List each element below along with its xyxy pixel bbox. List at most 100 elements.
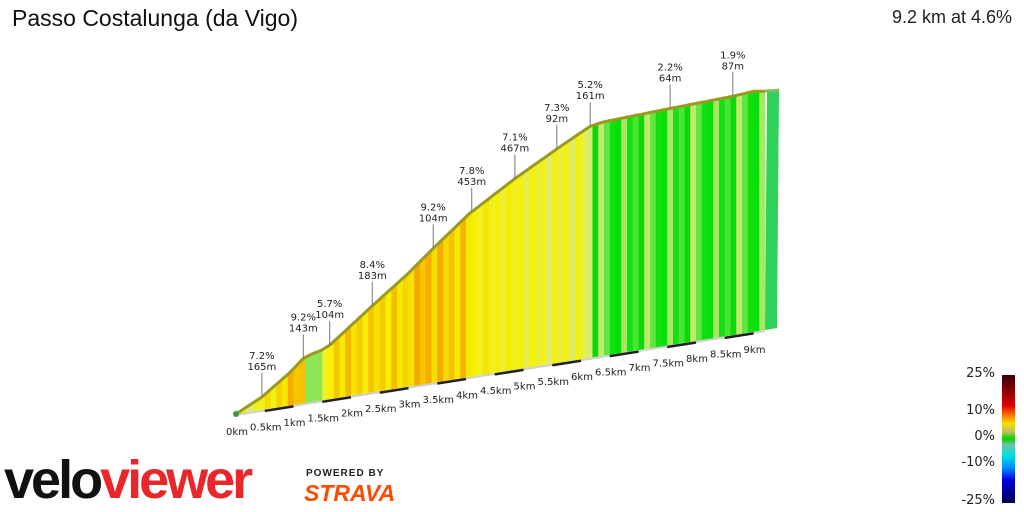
- profile-segment: [379, 293, 386, 392]
- profile-segment: [362, 309, 369, 394]
- profile-segment: [661, 109, 668, 347]
- x-tick-label: 3.5km: [423, 395, 454, 406]
- annotation-grade: 1.9%: [720, 50, 745, 61]
- profile-segment: [391, 283, 398, 390]
- profile-segment: [604, 120, 611, 356]
- x-tick-label: 7.5km: [653, 359, 684, 370]
- profile-segment: [310, 352, 317, 403]
- baseline-km-dash: [264, 405, 294, 413]
- strava-logo: STRAVA: [304, 480, 396, 506]
- profile-segment: [632, 114, 639, 352]
- profile-segment: [270, 384, 277, 409]
- baseline-km-dash: [437, 377, 467, 385]
- x-tick-label: 6km: [571, 372, 593, 383]
- annotation-grade: 5.2%: [577, 80, 602, 91]
- profile-segment: [494, 189, 501, 373]
- profile-segment: [627, 115, 634, 352]
- annotation-length: 104m: [315, 310, 344, 321]
- legend-label-25: 25%: [966, 366, 995, 381]
- profile-segment: [690, 103, 697, 342]
- x-tick-label: 0km: [226, 427, 248, 438]
- baseline-km-dash: [724, 332, 754, 340]
- gradient-color-scale: [1002, 375, 1015, 503]
- profile-segment: [736, 94, 743, 335]
- x-tick-label: 5km: [514, 381, 536, 392]
- x-tick-label: 5.5km: [538, 377, 569, 388]
- profile-segment: [678, 105, 685, 344]
- profile-segment: [414, 261, 421, 386]
- profile-segment: [569, 136, 576, 362]
- profile-segment: [615, 118, 622, 354]
- profile-segment: [759, 91, 766, 331]
- profile-segment: [684, 104, 691, 343]
- profile-end-face: [765, 90, 779, 331]
- baseline-km-dash: [494, 368, 524, 376]
- annotation-grade: 7.2%: [249, 351, 274, 362]
- annotation-grade: 7.3%: [544, 103, 569, 114]
- veloviewer-logo: veloviewer: [4, 450, 253, 510]
- annotation-grade: 5.7%: [317, 299, 342, 310]
- profile-segment: [466, 211, 473, 378]
- x-tick-label: 4km: [456, 390, 478, 401]
- profile-segment: [448, 227, 455, 381]
- profile-segment: [707, 100, 714, 340]
- profile-segment: [402, 273, 409, 388]
- profile-segment: [471, 207, 478, 377]
- x-tick-label: 9km: [744, 345, 766, 356]
- x-tick-label: 1km: [284, 418, 306, 429]
- profile-segment: [644, 112, 651, 350]
- profile-segment: [477, 202, 484, 376]
- profile-segment: [408, 267, 415, 387]
- profile-segment: [276, 379, 283, 408]
- profile-segment: [621, 117, 628, 353]
- profile-segment: [328, 341, 335, 400]
- profile-segment: [552, 148, 559, 364]
- profile-segment: [753, 91, 760, 332]
- profile-segment: [696, 102, 703, 341]
- profile-segment: [437, 238, 444, 383]
- profile-segment: [305, 354, 312, 404]
- profile-segment: [563, 140, 570, 362]
- profile-segment: [523, 168, 530, 369]
- profile-segment: [345, 325, 352, 397]
- start-marker: [233, 411, 239, 417]
- profile-segment: [454, 222, 461, 380]
- profile-segment: [598, 121, 605, 357]
- profile-segment: [558, 144, 565, 363]
- annotation-length: 165m: [247, 362, 276, 373]
- annotation-grade: 9.2%: [291, 312, 316, 323]
- profile-segment: [339, 330, 346, 398]
- logo-velo: velo: [4, 450, 103, 510]
- profile-segment: [397, 278, 404, 389]
- annotation-grade: 7.1%: [502, 133, 527, 144]
- profile-segment: [460, 216, 467, 379]
- profile-segment: [368, 304, 375, 394]
- profile-segment: [638, 113, 645, 351]
- profile-segment: [540, 156, 547, 366]
- profile-segment: [546, 152, 553, 365]
- profile-segment: [483, 198, 490, 375]
- profile-segment: [322, 346, 329, 401]
- annotation-length: 92m: [546, 114, 568, 125]
- annotation-grade: 8.4%: [360, 260, 385, 271]
- profile-segment: [431, 244, 438, 383]
- profile-segment: [719, 97, 726, 338]
- profile-segment: [592, 123, 599, 358]
- annotation-length: 64m: [659, 73, 681, 84]
- profile-top-line: [235, 89, 765, 416]
- profile-segment: [282, 374, 289, 407]
- profile-segment: [374, 299, 381, 393]
- profile-segment: [701, 101, 708, 341]
- legend-label-neg10: -10%: [961, 455, 995, 470]
- x-tick-label: 2.5km: [365, 404, 396, 415]
- profile-segment: [650, 111, 657, 349]
- profile-segment: [713, 98, 720, 339]
- profile-segment: [742, 92, 749, 334]
- baseline-km-dash: [379, 386, 409, 394]
- profile-segment: [425, 250, 432, 384]
- profile-segment: [506, 180, 513, 372]
- profile-segment: [517, 172, 524, 370]
- profile-segment: [724, 96, 731, 337]
